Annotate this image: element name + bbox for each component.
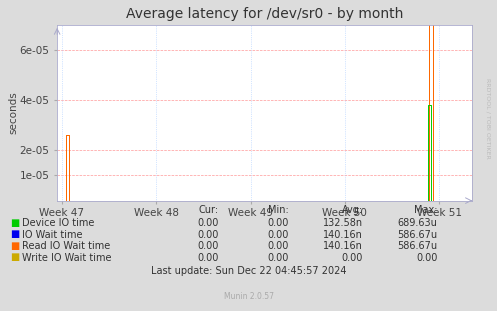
Text: 0.00: 0.00 — [267, 253, 288, 263]
Text: 586.67u: 586.67u — [397, 241, 437, 251]
Text: Munin 2.0.57: Munin 2.0.57 — [224, 291, 273, 300]
Text: 0.00: 0.00 — [197, 241, 219, 251]
Text: Read IO Wait time: Read IO Wait time — [22, 241, 111, 251]
Text: 0.00: 0.00 — [416, 253, 437, 263]
Text: ■: ■ — [10, 229, 19, 239]
Text: Avg:: Avg: — [341, 205, 363, 215]
Text: RRDTOOL / TOBI OETIKER: RRDTOOL / TOBI OETIKER — [486, 78, 491, 159]
Y-axis label: seconds: seconds — [8, 91, 18, 134]
Text: Write IO Wait time: Write IO Wait time — [22, 253, 112, 263]
Text: 0.00: 0.00 — [267, 241, 288, 251]
Text: 140.16n: 140.16n — [323, 241, 363, 251]
Text: 0.00: 0.00 — [197, 218, 219, 228]
Text: ■: ■ — [10, 218, 19, 228]
Text: IO Wait time: IO Wait time — [22, 230, 83, 240]
Text: 689.63u: 689.63u — [398, 218, 437, 228]
Text: 0.00: 0.00 — [341, 253, 363, 263]
Text: 0.00: 0.00 — [197, 253, 219, 263]
Text: Cur:: Cur: — [199, 205, 219, 215]
Text: Min:: Min: — [267, 205, 288, 215]
Text: 140.16n: 140.16n — [323, 230, 363, 240]
Title: Average latency for /dev/sr0 - by month: Average latency for /dev/sr0 - by month — [126, 7, 404, 21]
Text: 0.00: 0.00 — [267, 218, 288, 228]
Text: Device IO time: Device IO time — [22, 218, 95, 228]
Text: Last update: Sun Dec 22 04:45:57 2024: Last update: Sun Dec 22 04:45:57 2024 — [151, 266, 346, 276]
Text: 0.00: 0.00 — [197, 230, 219, 240]
Text: Max:: Max: — [414, 205, 437, 215]
Text: 586.67u: 586.67u — [397, 230, 437, 240]
Text: 0.00: 0.00 — [267, 230, 288, 240]
Text: 132.58n: 132.58n — [323, 218, 363, 228]
Text: ■: ■ — [10, 252, 19, 262]
Text: ■: ■ — [10, 241, 19, 251]
